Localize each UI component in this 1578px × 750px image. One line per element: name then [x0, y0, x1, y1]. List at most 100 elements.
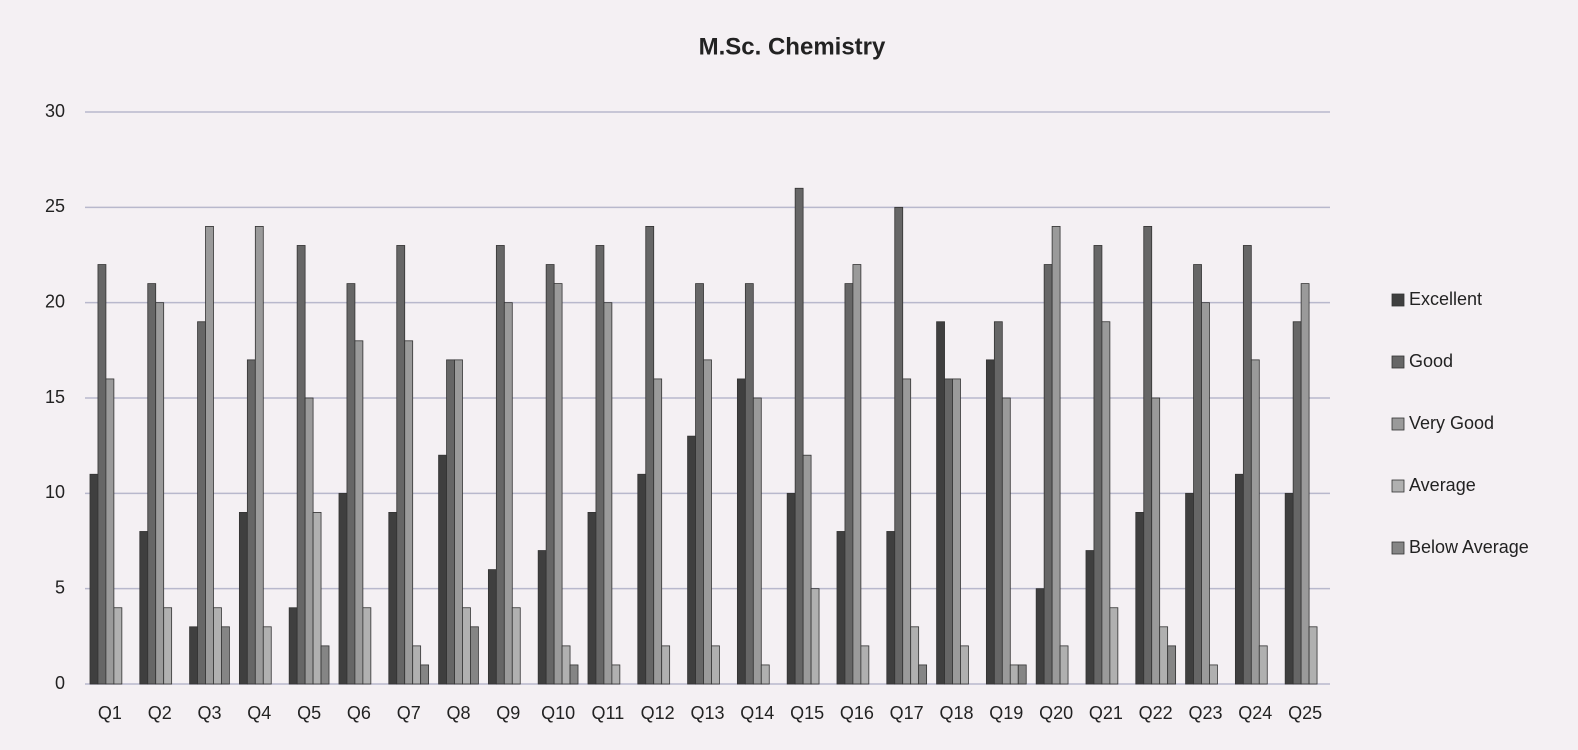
x-tick-label: Q19 — [989, 703, 1023, 723]
bar — [860, 645, 870, 685]
bar — [1093, 245, 1103, 685]
bar — [595, 245, 605, 685]
bar — [1017, 664, 1027, 685]
chart-title: M.Sc. Chemistry — [699, 33, 886, 60]
bar — [503, 302, 513, 685]
bar — [1059, 645, 1069, 685]
bar — [1185, 492, 1194, 685]
bar — [603, 302, 613, 685]
x-tick-label: Q1 — [98, 703, 122, 723]
y-tick-label: 20 — [45, 291, 65, 311]
bar — [886, 531, 896, 685]
bar — [952, 378, 961, 685]
bar — [1250, 359, 1260, 685]
x-tick-label: Q20 — [1039, 703, 1073, 723]
bar — [1143, 225, 1153, 685]
bar — [205, 225, 214, 685]
bar — [1284, 492, 1294, 685]
bar — [645, 225, 655, 685]
bar — [338, 492, 348, 685]
bar — [744, 283, 754, 685]
bar — [221, 626, 230, 685]
bar — [238, 512, 248, 685]
bar — [1043, 264, 1053, 685]
x-tick-label: Q9 — [496, 703, 520, 723]
bar — [454, 359, 463, 685]
bar — [388, 512, 398, 685]
y-tick-label: 30 — [45, 101, 65, 121]
x-tick-label: Q25 — [1288, 703, 1322, 723]
legend-swatch — [1391, 355, 1405, 369]
bar — [396, 245, 406, 685]
bar — [993, 321, 1003, 685]
bar — [412, 645, 422, 685]
bar — [1035, 588, 1045, 685]
bar — [794, 187, 804, 685]
x-tick-label: Q6 — [347, 703, 371, 723]
bar — [1292, 321, 1302, 685]
bar — [89, 473, 99, 685]
bar — [844, 283, 854, 685]
legend-label: Very Good — [1409, 413, 1494, 433]
y-tick-label: 0 — [55, 673, 65, 693]
bar — [438, 454, 447, 685]
bar — [569, 664, 579, 685]
bar — [1051, 225, 1061, 685]
bar — [288, 607, 298, 685]
bar — [1159, 626, 1169, 685]
bar — [147, 283, 157, 685]
legend-swatch — [1391, 541, 1405, 555]
bar — [902, 378, 912, 685]
bar — [695, 283, 704, 685]
bar — [637, 473, 647, 685]
bar — [836, 531, 846, 685]
bar — [736, 378, 746, 685]
bar — [703, 359, 712, 685]
bar — [894, 206, 904, 685]
bar — [752, 397, 762, 685]
x-tick-label: Q7 — [397, 703, 421, 723]
bar — [687, 435, 696, 685]
bar — [661, 645, 671, 685]
legend-label: Average — [1409, 475, 1476, 495]
bar — [1085, 550, 1095, 685]
bar — [1009, 664, 1019, 685]
x-tick-label: Q3 — [197, 703, 221, 723]
bar — [462, 607, 471, 685]
bar — [1001, 397, 1011, 685]
x-tick-label: Q12 — [641, 703, 675, 723]
bar — [910, 626, 920, 685]
bar — [404, 340, 414, 685]
legend-swatch — [1391, 479, 1405, 493]
bar — [346, 283, 356, 685]
bar — [163, 607, 173, 685]
bar — [262, 626, 272, 685]
x-tick-label: Q13 — [690, 703, 724, 723]
bar — [1242, 245, 1252, 685]
bar — [1209, 664, 1218, 685]
x-tick-label: Q18 — [939, 703, 973, 723]
bar — [587, 512, 597, 685]
bar — [944, 378, 953, 685]
bar — [553, 283, 563, 685]
bar — [1234, 473, 1244, 685]
bar — [354, 340, 364, 685]
bar — [1135, 512, 1145, 685]
bar — [653, 378, 663, 685]
bar — [786, 492, 796, 685]
bar — [802, 454, 812, 685]
bar — [1258, 645, 1268, 685]
bar — [139, 531, 149, 685]
bar — [760, 664, 770, 685]
bar — [105, 378, 115, 685]
x-tick-label: Q22 — [1139, 703, 1173, 723]
bar — [936, 321, 945, 685]
bar — [296, 245, 306, 685]
bar — [420, 664, 430, 685]
bar — [960, 645, 969, 685]
bar — [511, 607, 521, 685]
bar — [246, 359, 256, 685]
bar — [1101, 321, 1111, 685]
bar — [113, 607, 123, 685]
